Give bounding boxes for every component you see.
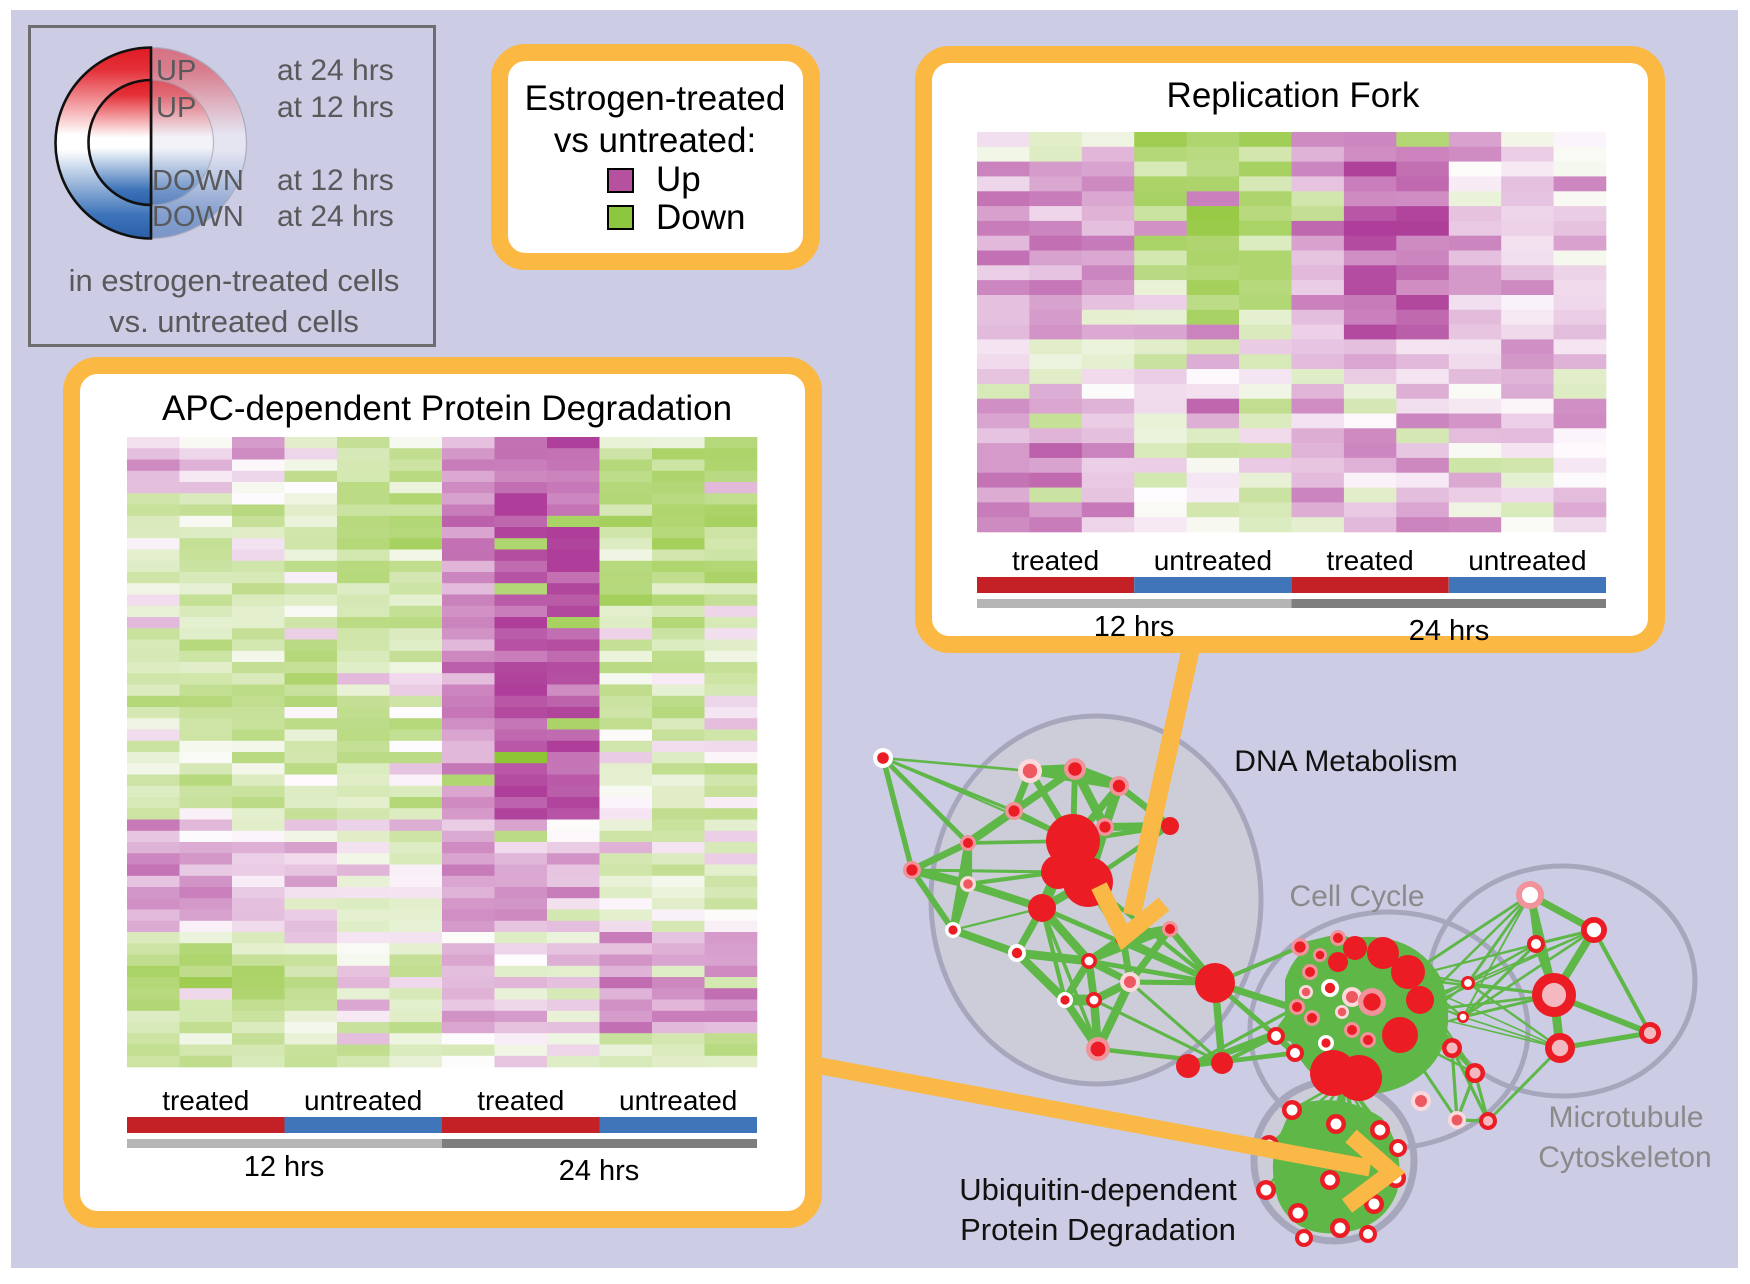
- svg-text:12 hrs: 12 hrs: [244, 1151, 325, 1183]
- svg-text:UP: UP: [156, 92, 196, 124]
- svg-text:in estrogen-treated cells: in estrogen-treated cells: [69, 263, 400, 298]
- svg-text:untreated: untreated: [304, 1085, 422, 1116]
- svg-text:at 24 hrs: at 24 hrs: [277, 54, 394, 87]
- svg-text:untreated: untreated: [1468, 545, 1586, 576]
- svg-text:24 hrs: 24 hrs: [559, 1155, 640, 1187]
- svg-text:untreated: untreated: [619, 1085, 737, 1116]
- svg-text:Cytoskeleton: Cytoskeleton: [1538, 1141, 1711, 1174]
- svg-text:Protein Degradation: Protein Degradation: [960, 1212, 1236, 1247]
- svg-text:treated: treated: [477, 1085, 564, 1116]
- svg-text:vs untreated:: vs untreated:: [554, 121, 756, 160]
- svg-text:DOWN: DOWN: [152, 201, 244, 233]
- svg-text:treated: treated: [1327, 545, 1414, 576]
- svg-text:12 hrs: 12 hrs: [1094, 611, 1175, 643]
- svg-text:UP: UP: [156, 55, 196, 87]
- svg-text:24 hrs: 24 hrs: [1409, 615, 1490, 647]
- svg-text:at 24 hrs: at 24 hrs: [277, 200, 394, 233]
- svg-text:Replication Fork: Replication Fork: [1167, 76, 1420, 115]
- svg-text:Microtubule: Microtubule: [1548, 1101, 1703, 1134]
- svg-text:untreated: untreated: [1154, 545, 1272, 576]
- svg-text:Cell Cycle: Cell Cycle: [1289, 880, 1424, 913]
- svg-text:DNA Metabolism: DNA Metabolism: [1234, 745, 1457, 778]
- svg-text:Up: Up: [656, 160, 701, 199]
- svg-text:treated: treated: [162, 1085, 249, 1116]
- svg-text:Ubiquitin-dependent: Ubiquitin-dependent: [959, 1172, 1237, 1207]
- svg-text:APC-dependent Protein Degradat: APC-dependent Protein Degradation: [162, 389, 732, 428]
- svg-text:Down: Down: [656, 198, 745, 237]
- svg-text:DOWN: DOWN: [152, 165, 244, 197]
- svg-text:vs. untreated cells: vs. untreated cells: [109, 304, 359, 339]
- svg-text:Estrogen-treated: Estrogen-treated: [525, 79, 786, 118]
- svg-text:at 12 hrs: at 12 hrs: [277, 164, 394, 197]
- svg-text:at 12 hrs: at 12 hrs: [277, 91, 394, 124]
- svg-text:treated: treated: [1012, 545, 1099, 576]
